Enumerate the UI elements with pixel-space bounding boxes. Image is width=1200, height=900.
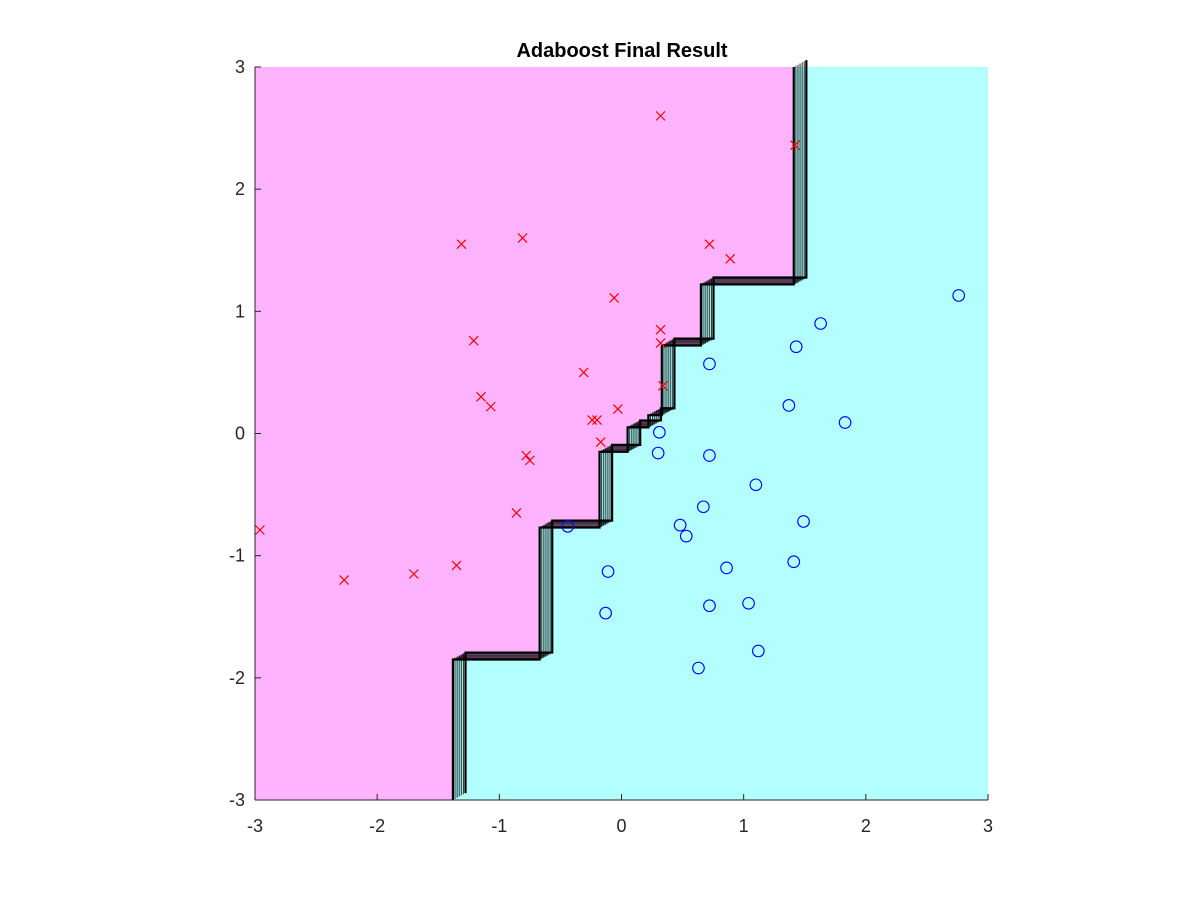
negative-point-x-marker [655, 338, 666, 349]
decision-boundary-line [462, 61, 805, 795]
y-tick-label: -2 [229, 668, 245, 688]
negative-point-x-marker [524, 455, 535, 466]
positive-point-o-marker [599, 606, 612, 620]
positive-point-o-marker [838, 416, 852, 429]
positive-point-o-marker [782, 399, 796, 412]
x-tick-label: -3 [247, 816, 263, 836]
y-tick-label: -3 [229, 790, 245, 810]
chart-title: Adaboost Final Result [516, 40, 727, 62]
x-tick-label: -2 [369, 816, 385, 836]
x-tick-label: 0 [616, 816, 626, 836]
plot-area: -3 -2 -1 0 1 2 3 -3 -2 -1 0 1 2 3 [229, 57, 993, 836]
negative-point-x-marker [451, 560, 462, 571]
negative-point-x-marker [587, 415, 598, 425]
positive-point-o-marker [703, 599, 716, 613]
positive-point-o-marker [692, 661, 705, 675]
y-tick-label: 2 [235, 179, 245, 199]
positive-point-o-marker [751, 644, 765, 658]
negative-point-x-marker [655, 324, 666, 335]
negative-point-x-marker [704, 239, 715, 250]
y-tick-label: 1 [235, 301, 245, 321]
x-tick-label: -1 [491, 816, 507, 836]
negative-point-x-marker [595, 437, 606, 447]
negative-point-x-marker [612, 404, 623, 414]
positive-point-o-marker [952, 289, 966, 302]
positive-point-o-marker [653, 425, 666, 439]
negative-region [255, 67, 794, 800]
negative-point-x-marker [655, 110, 666, 121]
positive-point-o-marker [787, 555, 801, 569]
positive-point-o-marker [797, 515, 810, 528]
negative-point-x-marker [517, 233, 528, 243]
negative-point-x-marker [658, 380, 668, 391]
negative-point-x-marker [468, 335, 479, 346]
negative-point-x-marker [511, 507, 522, 518]
negative-point-x-marker [521, 450, 532, 461]
positive-point-o-marker [673, 518, 687, 532]
positive-point-o-marker [742, 596, 755, 610]
x-tick-label: 3 [983, 816, 993, 836]
decision-boundary-line [460, 62, 803, 796]
positive-point-o-marker [679, 529, 693, 543]
negative-point-x-marker [592, 415, 602, 425]
positive-point-o-marker [601, 565, 615, 578]
positive-point-o-marker [703, 357, 716, 371]
positive-point-o-marker [561, 519, 575, 533]
y-tick-label: 0 [235, 424, 245, 444]
negative-point-x-marker [578, 367, 589, 378]
x-tick-label: 2 [861, 816, 871, 836]
negative-point-x-marker [254, 525, 265, 535]
decision-boundary-line [464, 60, 808, 794]
negative-point-x-marker [408, 569, 419, 579]
negative-point-x-marker [476, 391, 486, 402]
x-tick-label: 1 [739, 816, 749, 836]
positive-region [452, 67, 988, 800]
negative-point-x-marker [609, 292, 620, 303]
y-tick-label: 3 [235, 57, 245, 77]
positive-point-o-marker [651, 446, 665, 460]
negative-point-x-marker [339, 575, 350, 586]
positive-point-o-marker [703, 449, 716, 462]
negative-point-x-marker [456, 239, 467, 250]
positive-point-o-marker [789, 340, 803, 354]
negative-point-x-marker [725, 253, 736, 264]
positive-point-o-marker [749, 478, 763, 492]
decision-boundary-line [458, 63, 801, 797]
y-tick-label: -1 [229, 546, 245, 566]
positive-point-o-marker [814, 317, 827, 330]
positive-point-o-marker [720, 561, 733, 575]
negative-point-x-marker [790, 140, 800, 151]
negative-point-x-marker [485, 401, 496, 412]
decision-boundary-line [456, 64, 799, 798]
positive-point-o-marker [697, 500, 710, 514]
